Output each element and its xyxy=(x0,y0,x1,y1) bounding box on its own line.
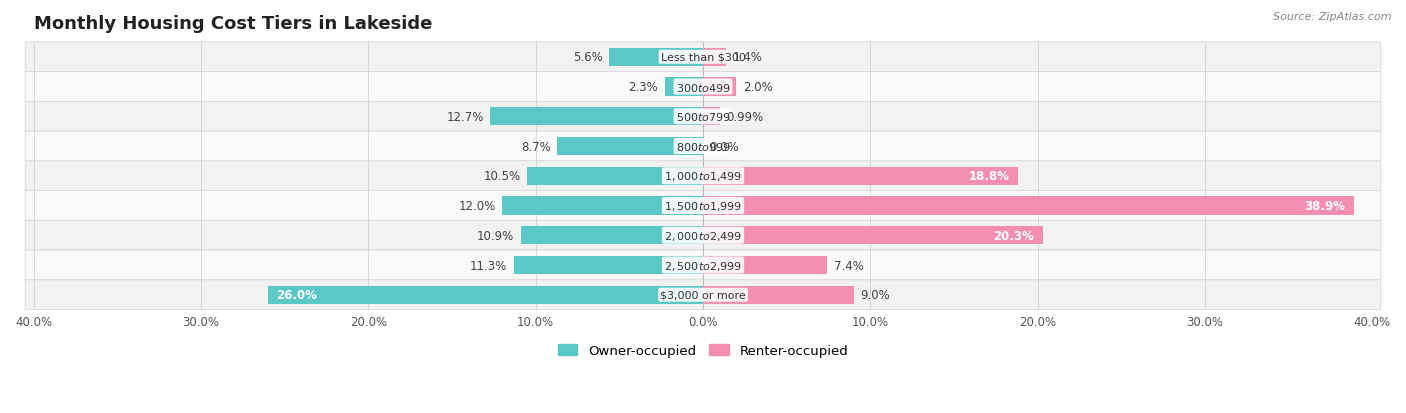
Text: 38.9%: 38.9% xyxy=(1305,199,1346,213)
Bar xyxy=(513,256,703,275)
Text: 8.7%: 8.7% xyxy=(522,140,551,153)
FancyBboxPatch shape xyxy=(25,132,1381,161)
Text: $1,000 to $1,499: $1,000 to $1,499 xyxy=(664,170,742,183)
Text: 18.8%: 18.8% xyxy=(969,170,1010,183)
Bar xyxy=(703,197,1354,215)
FancyBboxPatch shape xyxy=(25,191,1381,221)
Bar xyxy=(703,256,827,275)
Text: $800 to $999: $800 to $999 xyxy=(675,141,731,153)
Text: Monthly Housing Cost Tiers in Lakeside: Monthly Housing Cost Tiers in Lakeside xyxy=(34,15,432,33)
Bar xyxy=(703,226,1043,245)
Text: 5.6%: 5.6% xyxy=(572,51,603,64)
Text: 26.0%: 26.0% xyxy=(276,289,318,301)
Text: 12.7%: 12.7% xyxy=(446,111,484,123)
Bar xyxy=(269,286,703,304)
Text: $3,000 or more: $3,000 or more xyxy=(661,290,745,300)
Bar xyxy=(491,108,703,126)
Bar xyxy=(557,138,703,156)
Text: Source: ZipAtlas.com: Source: ZipAtlas.com xyxy=(1274,12,1392,22)
Text: $2,000 to $2,499: $2,000 to $2,499 xyxy=(664,229,742,242)
Text: $500 to $799: $500 to $799 xyxy=(675,111,731,123)
Bar xyxy=(703,48,727,67)
Text: 9.0%: 9.0% xyxy=(860,289,890,301)
Text: 20.3%: 20.3% xyxy=(994,229,1035,242)
Text: $1,500 to $1,999: $1,500 to $1,999 xyxy=(664,199,742,213)
Bar xyxy=(520,226,703,245)
Text: 0.99%: 0.99% xyxy=(727,111,763,123)
Legend: Owner-occupied, Renter-occupied: Owner-occupied, Renter-occupied xyxy=(553,339,853,362)
FancyBboxPatch shape xyxy=(25,251,1381,280)
FancyBboxPatch shape xyxy=(25,221,1381,251)
FancyBboxPatch shape xyxy=(25,102,1381,132)
Bar xyxy=(703,78,737,97)
Text: 7.4%: 7.4% xyxy=(834,259,863,272)
Text: 1.4%: 1.4% xyxy=(733,51,763,64)
Bar xyxy=(665,78,703,97)
FancyBboxPatch shape xyxy=(25,72,1381,102)
FancyBboxPatch shape xyxy=(25,161,1381,191)
Bar xyxy=(502,197,703,215)
Text: $2,500 to $2,999: $2,500 to $2,999 xyxy=(664,259,742,272)
Text: 10.5%: 10.5% xyxy=(484,170,520,183)
FancyBboxPatch shape xyxy=(25,280,1381,310)
Text: $300 to $499: $300 to $499 xyxy=(675,81,731,93)
Text: 2.3%: 2.3% xyxy=(628,81,658,94)
Text: 12.0%: 12.0% xyxy=(458,199,495,213)
Bar xyxy=(609,48,703,67)
Text: 10.9%: 10.9% xyxy=(477,229,513,242)
Text: 11.3%: 11.3% xyxy=(470,259,508,272)
Text: Less than $300: Less than $300 xyxy=(661,52,745,63)
Text: 2.0%: 2.0% xyxy=(744,81,773,94)
Bar xyxy=(703,167,1018,185)
FancyBboxPatch shape xyxy=(25,43,1381,72)
Bar xyxy=(703,286,853,304)
Bar xyxy=(527,167,703,185)
Text: 0.0%: 0.0% xyxy=(710,140,740,153)
Bar xyxy=(703,108,720,126)
